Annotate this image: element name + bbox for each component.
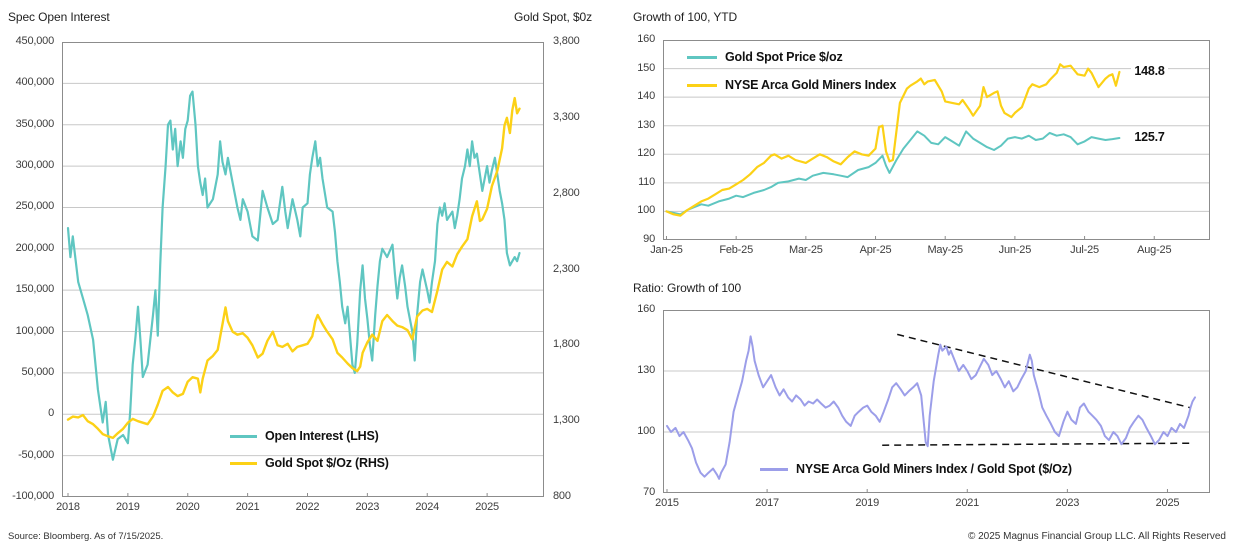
x-axis-tick-label: 2018 [56,501,80,513]
source-note: Source: Bloomberg. As of 7/15/2025. [8,531,164,542]
x-axis-tick-label: Apr-25 [859,244,892,256]
y-axis-tick-label: 450,000 [15,35,55,47]
right-axis-title: Gold Spot, $0z [514,10,592,24]
x-axis-tick-label: 2021 [235,501,260,513]
y-axis-tick-label: 100 [637,425,655,437]
series-end-value: 125.7 [1131,130,1168,145]
y-axis-tick-label: 800 [553,490,571,502]
x-axis-tick-label: 2023 [355,501,380,513]
y-axis-tick-label: 2,300 [553,262,580,275]
y-axis-tick-label: 150,000 [15,283,55,296]
spec-open-interest-chart: Spec Open Interest Gold Spot, $0z 2018 20… [8,8,598,528]
y-axis-tick-label: 1,300 [553,414,580,427]
legend-swatch [760,467,788,471]
spec-open-interest-plot [62,42,544,497]
legend-item: NYSE Arca Gold Miners Index [687,78,896,92]
y-axis-tick-label: 50,000 [21,365,55,378]
x-axis-tick-label: 2023 [1055,497,1080,509]
legend-swatch [230,434,257,438]
ratio-title: Ratio: Growth of 100 [633,281,742,295]
y-axis-tick-label: 160 [637,33,655,45]
x-axis-tick-label: Aug-25 [1137,244,1172,256]
x-axis-tick-label: 2019 [116,501,140,513]
x-axis-tick-label: 2019 [855,497,879,509]
x-axis-tick-label: May-25 [927,244,963,256]
y-axis-tick-label: 0 [48,407,54,420]
ratio-chart: Ratio: Growth of 100 2015 2017 2019 2021 202… [625,278,1234,530]
x-axis-tick-label: Jan-25 [650,244,683,256]
x-axis-tick-label: 2020 [175,501,200,513]
x-axis-tick-label: 2021 [955,497,980,509]
y-axis-tick-label: 130 [637,364,655,376]
y-axis-tick-label: 400,000 [15,76,55,89]
series-line-1 [665,63,1121,217]
growth-ytd-plot [663,40,1210,240]
trendline [882,442,1193,446]
y-axis-tick-label: 110 [638,175,655,188]
legend-swatch [230,461,257,465]
x-axis-tick-label: Feb-25 [719,244,753,256]
x-axis-tick-label: 2025 [1155,497,1180,509]
y-axis-tick-label: -50,000 [18,448,54,461]
y-axis-tick-label: 3,800 [553,35,580,47]
y-axis-tick-label: 3,300 [553,110,580,123]
copyright-note: © 2025 Magnus Financial Group LLC. All R… [967,531,1226,542]
legend-item: Open Interest (LHS) [230,429,379,443]
legend-item: NYSE Arca Gold Miners Index / Gold Spot … [760,462,1072,476]
y-axis-tick-label: 150 [637,61,655,74]
series-line-0 [665,130,1121,216]
y-axis-tick-label: 90 [643,233,655,245]
y-axis-tick-label: 130 [637,118,655,131]
growth-ytd-chart: Growth of 100, YTD Jan-25 Feb-25 Mar-25 Apr… [625,8,1234,270]
y-axis-tick-label: 1,800 [553,338,580,351]
series-line-0 [66,90,521,461]
legend-label: NYSE Arca Gold Miners Index [725,78,897,92]
series-line-1 [66,96,521,440]
growth-ytd-title: Growth of 100, YTD [633,10,738,24]
y-axis-tick-label: 2,800 [553,186,580,199]
y-axis-tick-label: 160 [637,303,655,315]
plot-canvas [663,40,1210,240]
left-axis-title: Spec Open Interest [8,10,110,24]
legend-item: Gold Spot Price $/oz [687,50,843,64]
y-axis-tick-label: 100 [637,204,655,217]
x-axis-tick-label: Jun-25 [998,244,1032,256]
x-axis-tick-label: 2017 [755,497,779,509]
y-axis-tick-label: 250,000 [15,200,55,213]
legend-label: Open Interest (LHS) [265,429,379,443]
legend-label: Gold Spot Price $/oz [725,50,843,64]
y-axis-tick-label: 200,000 [15,241,55,254]
legend-label: NYSE Arca Gold Miners Index / Gold Spot … [796,462,1072,476]
series-line-0 [666,335,1196,480]
plot-canvas [62,42,544,497]
x-axis-tick-label: 2024 [415,501,440,513]
x-axis-tick-label: 2025 [475,501,499,513]
y-axis-tick-label: 300,000 [15,159,55,172]
x-axis-tick-label: Mar-25 [789,244,823,256]
x-axis-tick-label: 2022 [295,501,320,513]
y-axis-tick-label: -100,000 [12,490,54,502]
ratio-plot [663,310,1210,493]
series-end-value: 148.8 [1131,64,1168,79]
plot-canvas [663,310,1210,493]
legend-swatch [687,55,717,59]
x-axis-tick-label: Jul-25 [1070,244,1099,256]
legend-label: Gold Spot $/Oz (RHS) [265,456,389,470]
legend-item: Gold Spot $/Oz (RHS) [230,456,389,470]
y-axis-tick-label: 70 [643,486,655,498]
y-axis-tick-label: 120 [637,147,655,160]
y-axis-tick-label: 350,000 [15,117,55,130]
legend-swatch [687,83,717,87]
x-axis-tick-label: 2015 [655,497,679,509]
y-axis-tick-label: 140 [637,90,655,103]
y-axis-tick-label: 100,000 [15,324,55,337]
